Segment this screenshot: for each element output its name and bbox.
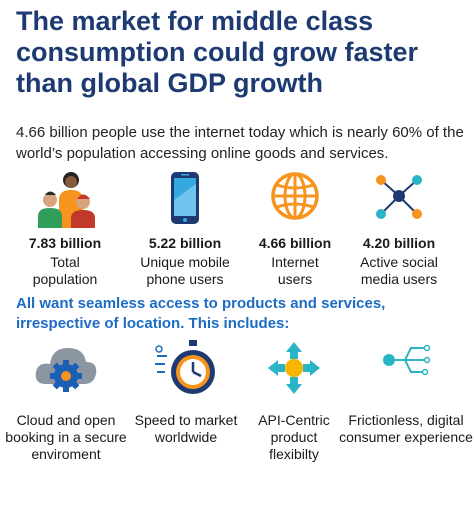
feature-label: Frictionless, digital consumer experienc… bbox=[339, 412, 473, 445]
globe-icon bbox=[271, 172, 319, 220]
stopwatch-icon bbox=[155, 340, 215, 394]
section-subhead: All want seamless access to products and… bbox=[16, 295, 386, 332]
feature-cloud-booking: Cloud and open booking in a secure envir… bbox=[5, 340, 127, 465]
stat-label: Internet users bbox=[271, 254, 319, 287]
feature-digital-experience: Frictionless, digital consumer experienc… bbox=[339, 340, 473, 465]
stat-value: 7.83 billion bbox=[28, 235, 102, 251]
feature-label: API-Centric product flexibilty bbox=[258, 412, 330, 462]
cloud-gear-icon bbox=[35, 348, 97, 392]
feature-api-centric: API-Centric product flexibilty bbox=[234, 340, 354, 465]
mobile-phone-icon bbox=[171, 172, 199, 224]
social-network-icon bbox=[376, 175, 422, 219]
intro-text: 4.66 billion people use the internet tod… bbox=[16, 124, 464, 162]
stat-value: 4.20 billion bbox=[362, 235, 436, 251]
feature-label: Speed to market worldwide bbox=[134, 412, 238, 445]
stat-label: Total population bbox=[32, 254, 98, 287]
stat-social-users: 4.20 billion Active social media users bbox=[340, 170, 458, 290]
stats-row: 7.83 billion Total population 5.22 billi… bbox=[0, 170, 474, 290]
stat-internet-users: 4.66 billion Internet users bbox=[236, 170, 354, 290]
stat-mobile-users: 5.22 billion Unique mobile phone users bbox=[126, 170, 244, 290]
stat-value: 4.66 billion bbox=[258, 235, 332, 251]
digital-circuit-icon bbox=[383, 344, 431, 376]
features-row: Cloud and open booking in a secure envir… bbox=[0, 340, 474, 465]
stat-label: Unique mobile phone users bbox=[140, 254, 230, 287]
api-arrows-icon bbox=[268, 342, 320, 394]
stat-label: Active social media users bbox=[360, 254, 438, 287]
feature-label: Cloud and open booking in a secure envir… bbox=[5, 412, 127, 462]
people-group-icon bbox=[38, 172, 95, 228]
stat-value: 5.22 billion bbox=[148, 235, 222, 251]
feature-speed-to-market: Speed to market worldwide bbox=[126, 340, 246, 465]
stat-total-population: 7.83 billion Total population bbox=[6, 170, 124, 290]
page-title: The market for middle class consumption … bbox=[16, 6, 419, 98]
